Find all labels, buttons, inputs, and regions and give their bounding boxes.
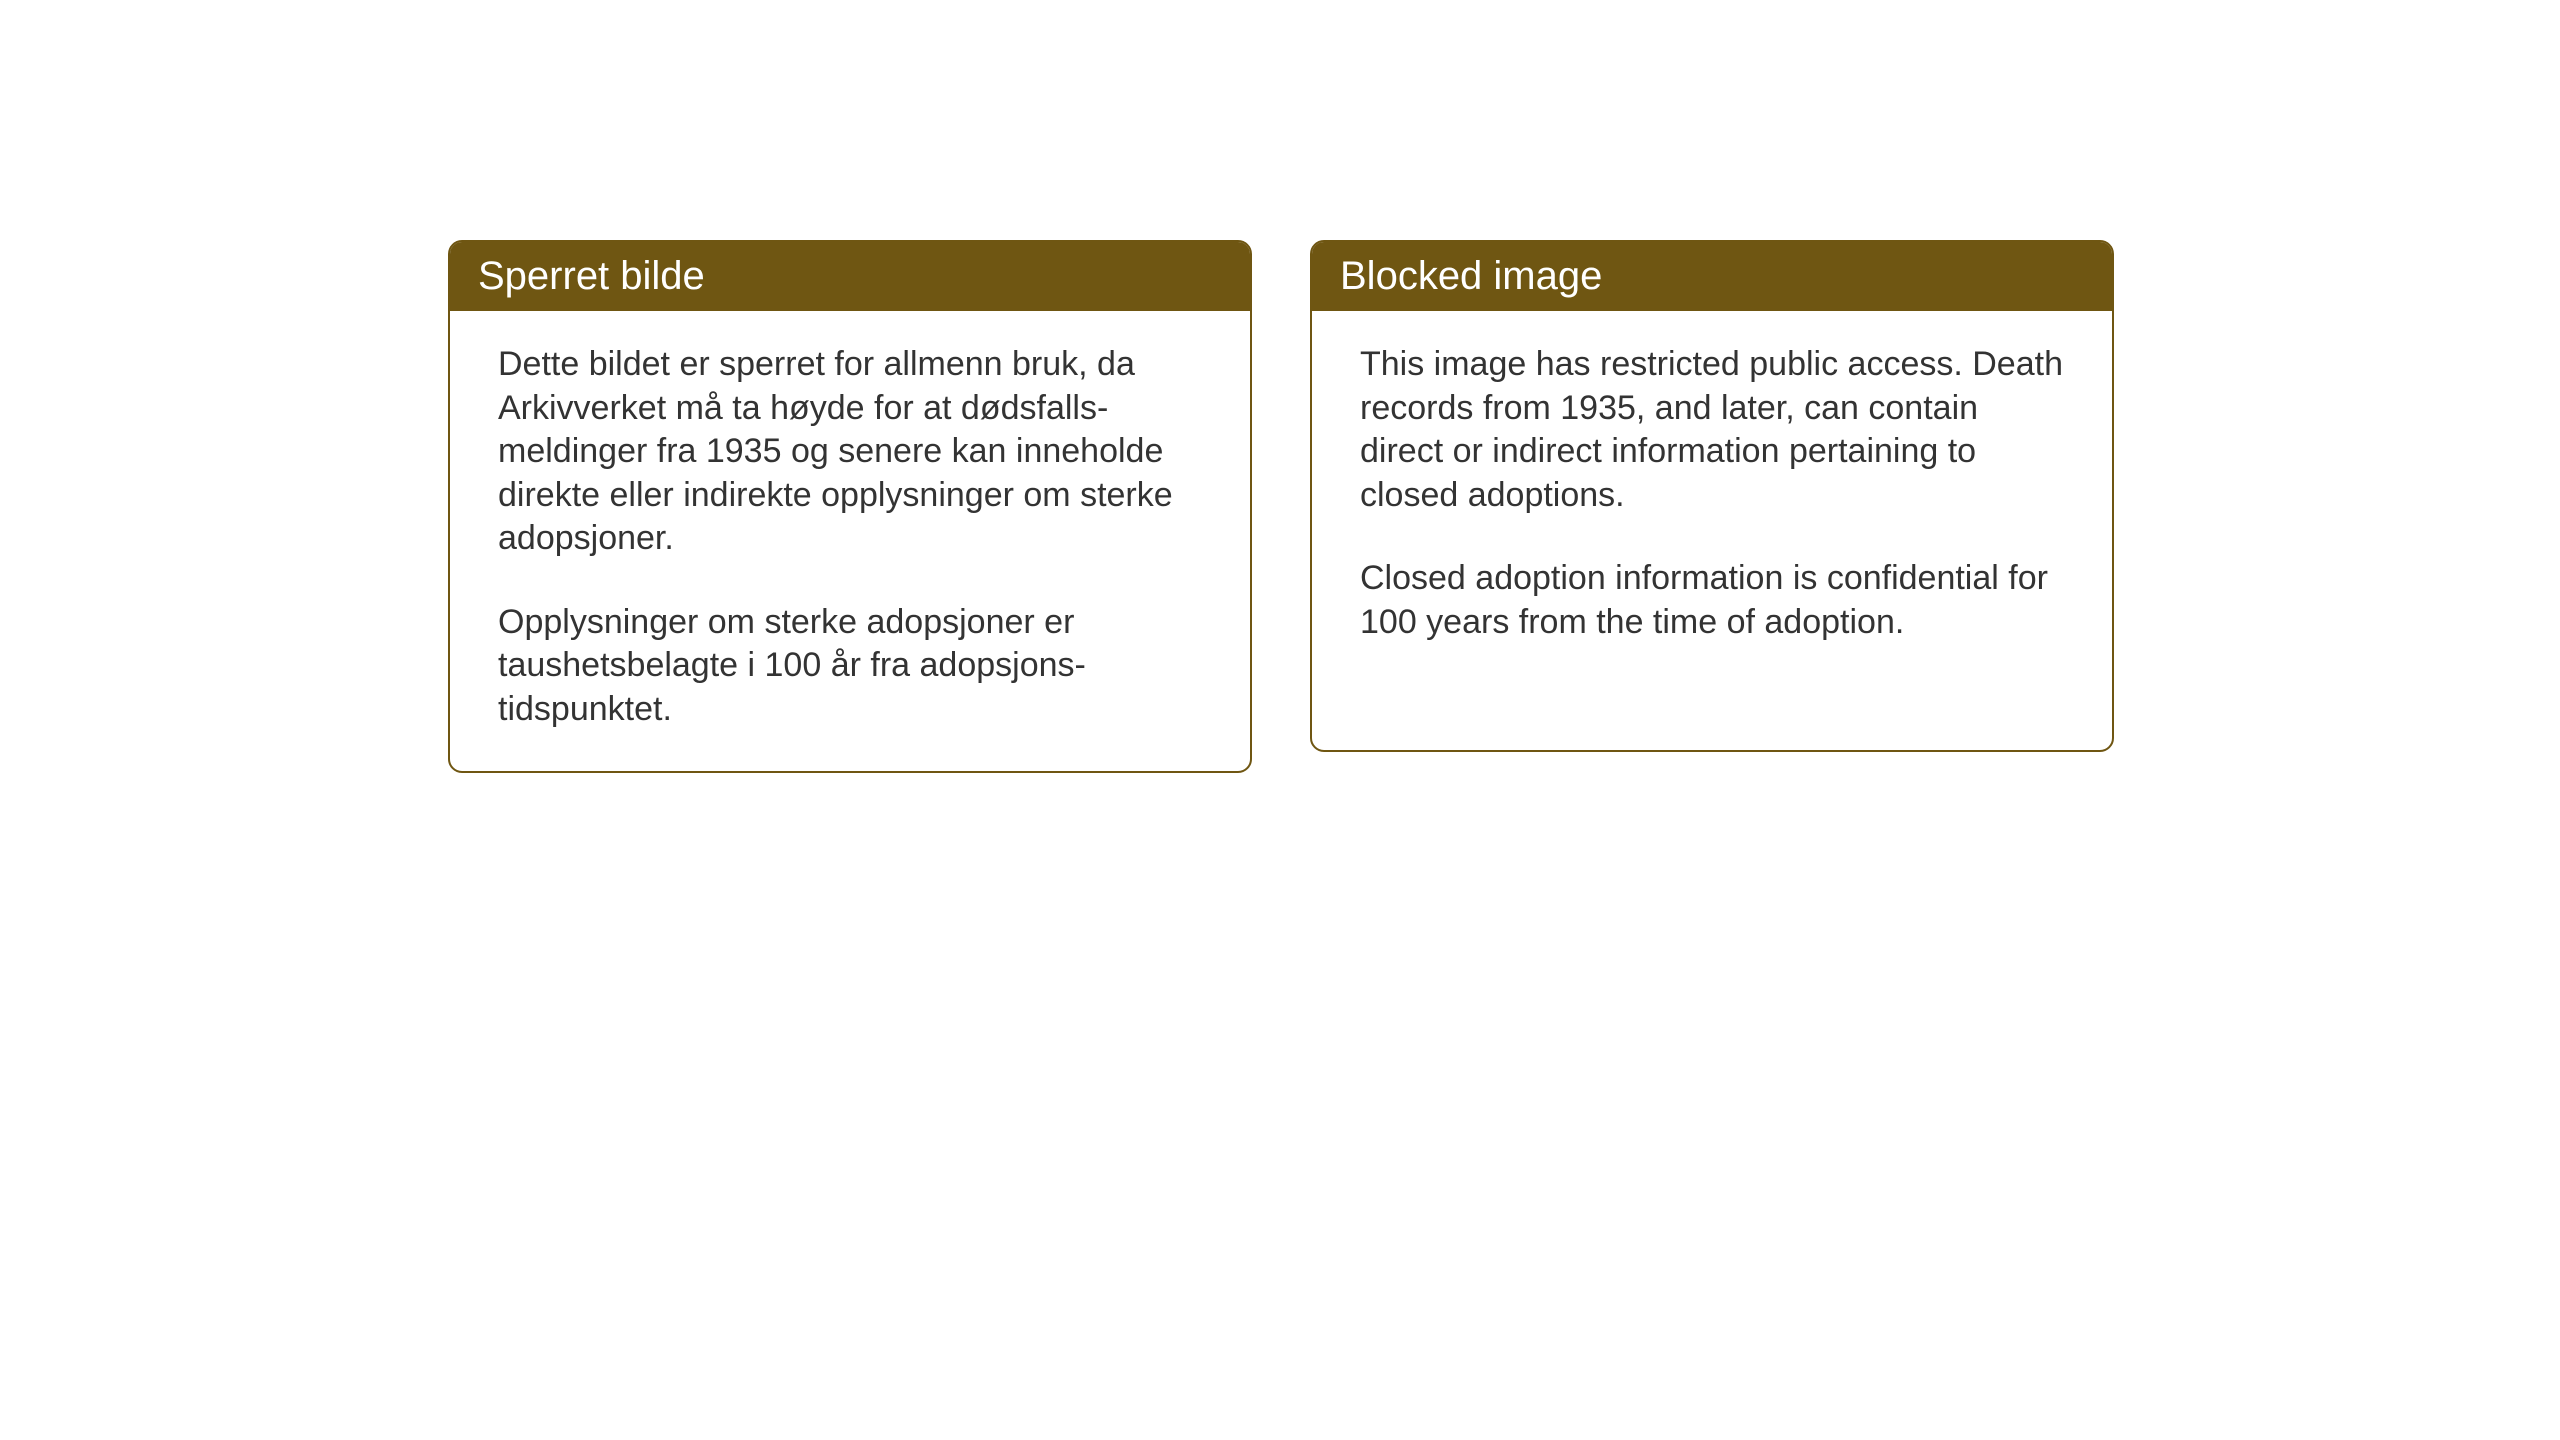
english-paragraph-2: Closed adoption information is confident…	[1360, 557, 2064, 644]
norwegian-paragraph-1: Dette bildet er sperret for allmenn bruk…	[498, 343, 1202, 561]
norwegian-card-title: Sperret bilde	[478, 254, 705, 298]
english-card-title: Blocked image	[1340, 254, 1602, 298]
english-card-header: Blocked image	[1312, 242, 2112, 311]
norwegian-paragraph-2: Opplysninger om sterke adopsjoner er tau…	[498, 601, 1202, 732]
english-notice-card: Blocked image This image has restricted …	[1310, 240, 2114, 752]
english-card-body: This image has restricted public access.…	[1312, 311, 2112, 684]
norwegian-card-body: Dette bildet er sperret for allmenn bruk…	[450, 311, 1250, 771]
norwegian-card-header: Sperret bilde	[450, 242, 1250, 311]
english-paragraph-1: This image has restricted public access.…	[1360, 343, 2064, 517]
notice-cards-container: Sperret bilde Dette bildet er sperret fo…	[448, 240, 2114, 773]
norwegian-notice-card: Sperret bilde Dette bildet er sperret fo…	[448, 240, 1252, 773]
